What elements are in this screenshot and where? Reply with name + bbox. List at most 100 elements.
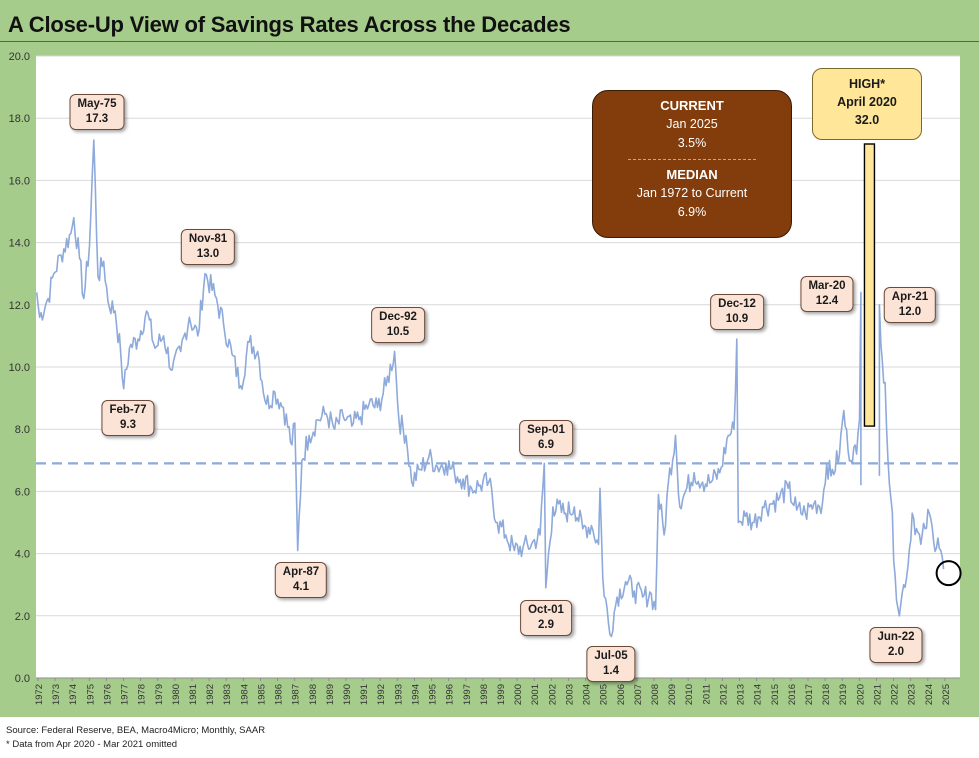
x-tick-label: 1976 [102,684,113,705]
x-tick-label: 1979 [154,684,165,705]
annotation-value: 17.3 [85,113,109,125]
savings-rate-line [35,139,945,638]
annotation-value: 4.1 [293,581,309,593]
x-tick-label: 1999 [496,684,507,705]
x-tick-label: 2017 [804,684,815,705]
high-value: 32.0 [854,113,880,127]
y-tick-label: 2.0 [15,611,30,623]
annotation-date: Sep-01 [527,424,565,436]
x-tick-label: 2011 [701,684,712,704]
y-tick-label: 10.0 [9,362,30,374]
x-tick-label: 2025 [941,684,952,705]
annotation-date: Jun-22 [877,631,915,643]
annotation-value: 10.5 [386,326,410,338]
x-tick-label: 2000 [513,684,524,705]
current-heading: CURRENT [660,98,724,113]
y-tick-label: 0.0 [15,673,30,685]
x-tick-label: 1973 [51,684,62,705]
x-tick-label: 1993 [393,684,404,705]
annotation-value: 12.4 [815,295,839,307]
annotation-callout: Dec-12 10.9 [710,294,764,330]
annotation-value: 6.9 [538,439,554,451]
x-tick-label: 1980 [171,684,182,705]
annotation-value: 10.9 [725,313,749,325]
y-tick-label: 20.0 [9,51,30,63]
x-tick-label: 2003 [564,684,575,705]
x-tick-label: 2020 [855,684,866,705]
x-tick-label: 2016 [787,684,798,705]
annotation-date: Apr-87 [282,566,320,578]
current-value: 3.5% [677,136,707,150]
annotation-value: 2.0 [887,646,904,658]
annotation-date: Oct-01 [528,604,564,616]
x-tick-label: 1986 [274,684,285,705]
y-axis: 0.0 2.0 4.0 6.0 8.0 10.0 12.0 14.0 16.0 18.0 20.0 [9,51,30,685]
annotation-date: Mar-20 [808,280,846,292]
x-tick-label: 2004 [582,684,593,705]
x-tick-label: 1997 [462,684,473,705]
source-note: Source: Federal Reserve, BEA, Macro4Micr… [6,725,266,736]
x-tick-label: 1984 [239,684,250,705]
x-axis: 1972 1973 1974 1975 1976 1977 1978 1979 1980 1981… [34,678,952,705]
x-tick-label: 1992 [376,684,387,705]
x-tick-label: 1990 [342,684,353,705]
annotation-callout: Jul-05 1.4 [586,646,636,682]
high-box: HIGH* April 2020 32.0 [812,68,922,140]
annotation-value: 13.0 [196,248,220,260]
y-tick-label: 4.0 [15,549,30,561]
annotation-callout: Apr-87 4.1 [274,562,328,598]
high-bar-rect [863,143,876,427]
y-tick-label: 6.0 [15,486,30,498]
annotation-date: Dec-92 [379,311,417,323]
annotation-date: Jul-05 [594,650,628,662]
y-tick-label: 14.0 [9,238,30,250]
x-tick-label: 1996 [445,684,456,705]
x-tick-label: 1975 [85,684,96,705]
annotation-value: 12.0 [898,306,922,318]
annotation-callout: Feb-77 9.3 [101,400,155,436]
annotation-callout: Oct-01 2.9 [520,600,572,636]
high-marker [863,143,876,427]
x-tick-label: 1988 [308,684,319,705]
x-tick-label: 1977 [120,684,131,705]
y-tick-label: 18.0 [9,113,30,125]
x-tick-label: 2001 [530,684,541,705]
x-tick-label: 2014 [753,684,764,705]
title-divider [0,41,979,42]
x-tick-label: 2010 [684,684,695,705]
annotation-callout: May-75 17.3 [69,94,125,130]
high-heading: HIGH* [848,77,886,91]
x-tick-label: 1985 [256,684,267,705]
x-tick-label: 1974 [68,684,79,705]
x-tick-label: 1995 [428,684,439,705]
x-tick-label: 1994 [410,684,421,705]
current-median-box: CURRENT Jan 2025 3.5% MEDIAN Jan 1972 to… [592,90,792,238]
annotation-value: 9.3 [119,419,136,431]
annotation-callout: Dec-92 10.5 [371,307,425,343]
chart-title: A Close-Up View of Savings Rates Across … [8,12,571,37]
annotation-callout: Apr-21 12.0 [883,287,937,323]
median-heading: MEDIAN [666,167,718,182]
annotation-date: Apr-21 [891,291,929,303]
x-tick-label: 2006 [616,684,627,705]
annotation-callout: Jun-22 2.0 [869,627,923,663]
annotation-value: 2.9 [537,619,554,631]
median-range: Jan 1972 to Current [636,186,748,200]
y-tick-label: 12.0 [9,300,30,312]
current-date: Jan 2025 [666,117,718,131]
x-tick-label: 1972 [34,684,45,705]
annotation-callout: Mar-20 12.4 [800,276,854,312]
x-tick-label: 2008 [650,684,661,705]
savings-rate-chart: 0.02.04.06.08.010.012.014.016.018.020.0 … [9,51,962,705]
x-tick-label: 2022 [890,684,901,705]
x-tick-label: 2021 [872,684,883,705]
x-tick-label: 2023 [907,684,918,705]
annotation-date: Feb-77 [109,404,147,416]
x-tick-label: 2018 [821,684,832,705]
box-divider [628,159,756,160]
x-tick-label: 2005 [599,684,610,705]
y-tick-label: 16.0 [9,175,30,187]
current-value-circle [935,560,962,587]
x-tick-label: 1987 [291,684,302,705]
x-tick-label: 1991 [359,684,370,705]
